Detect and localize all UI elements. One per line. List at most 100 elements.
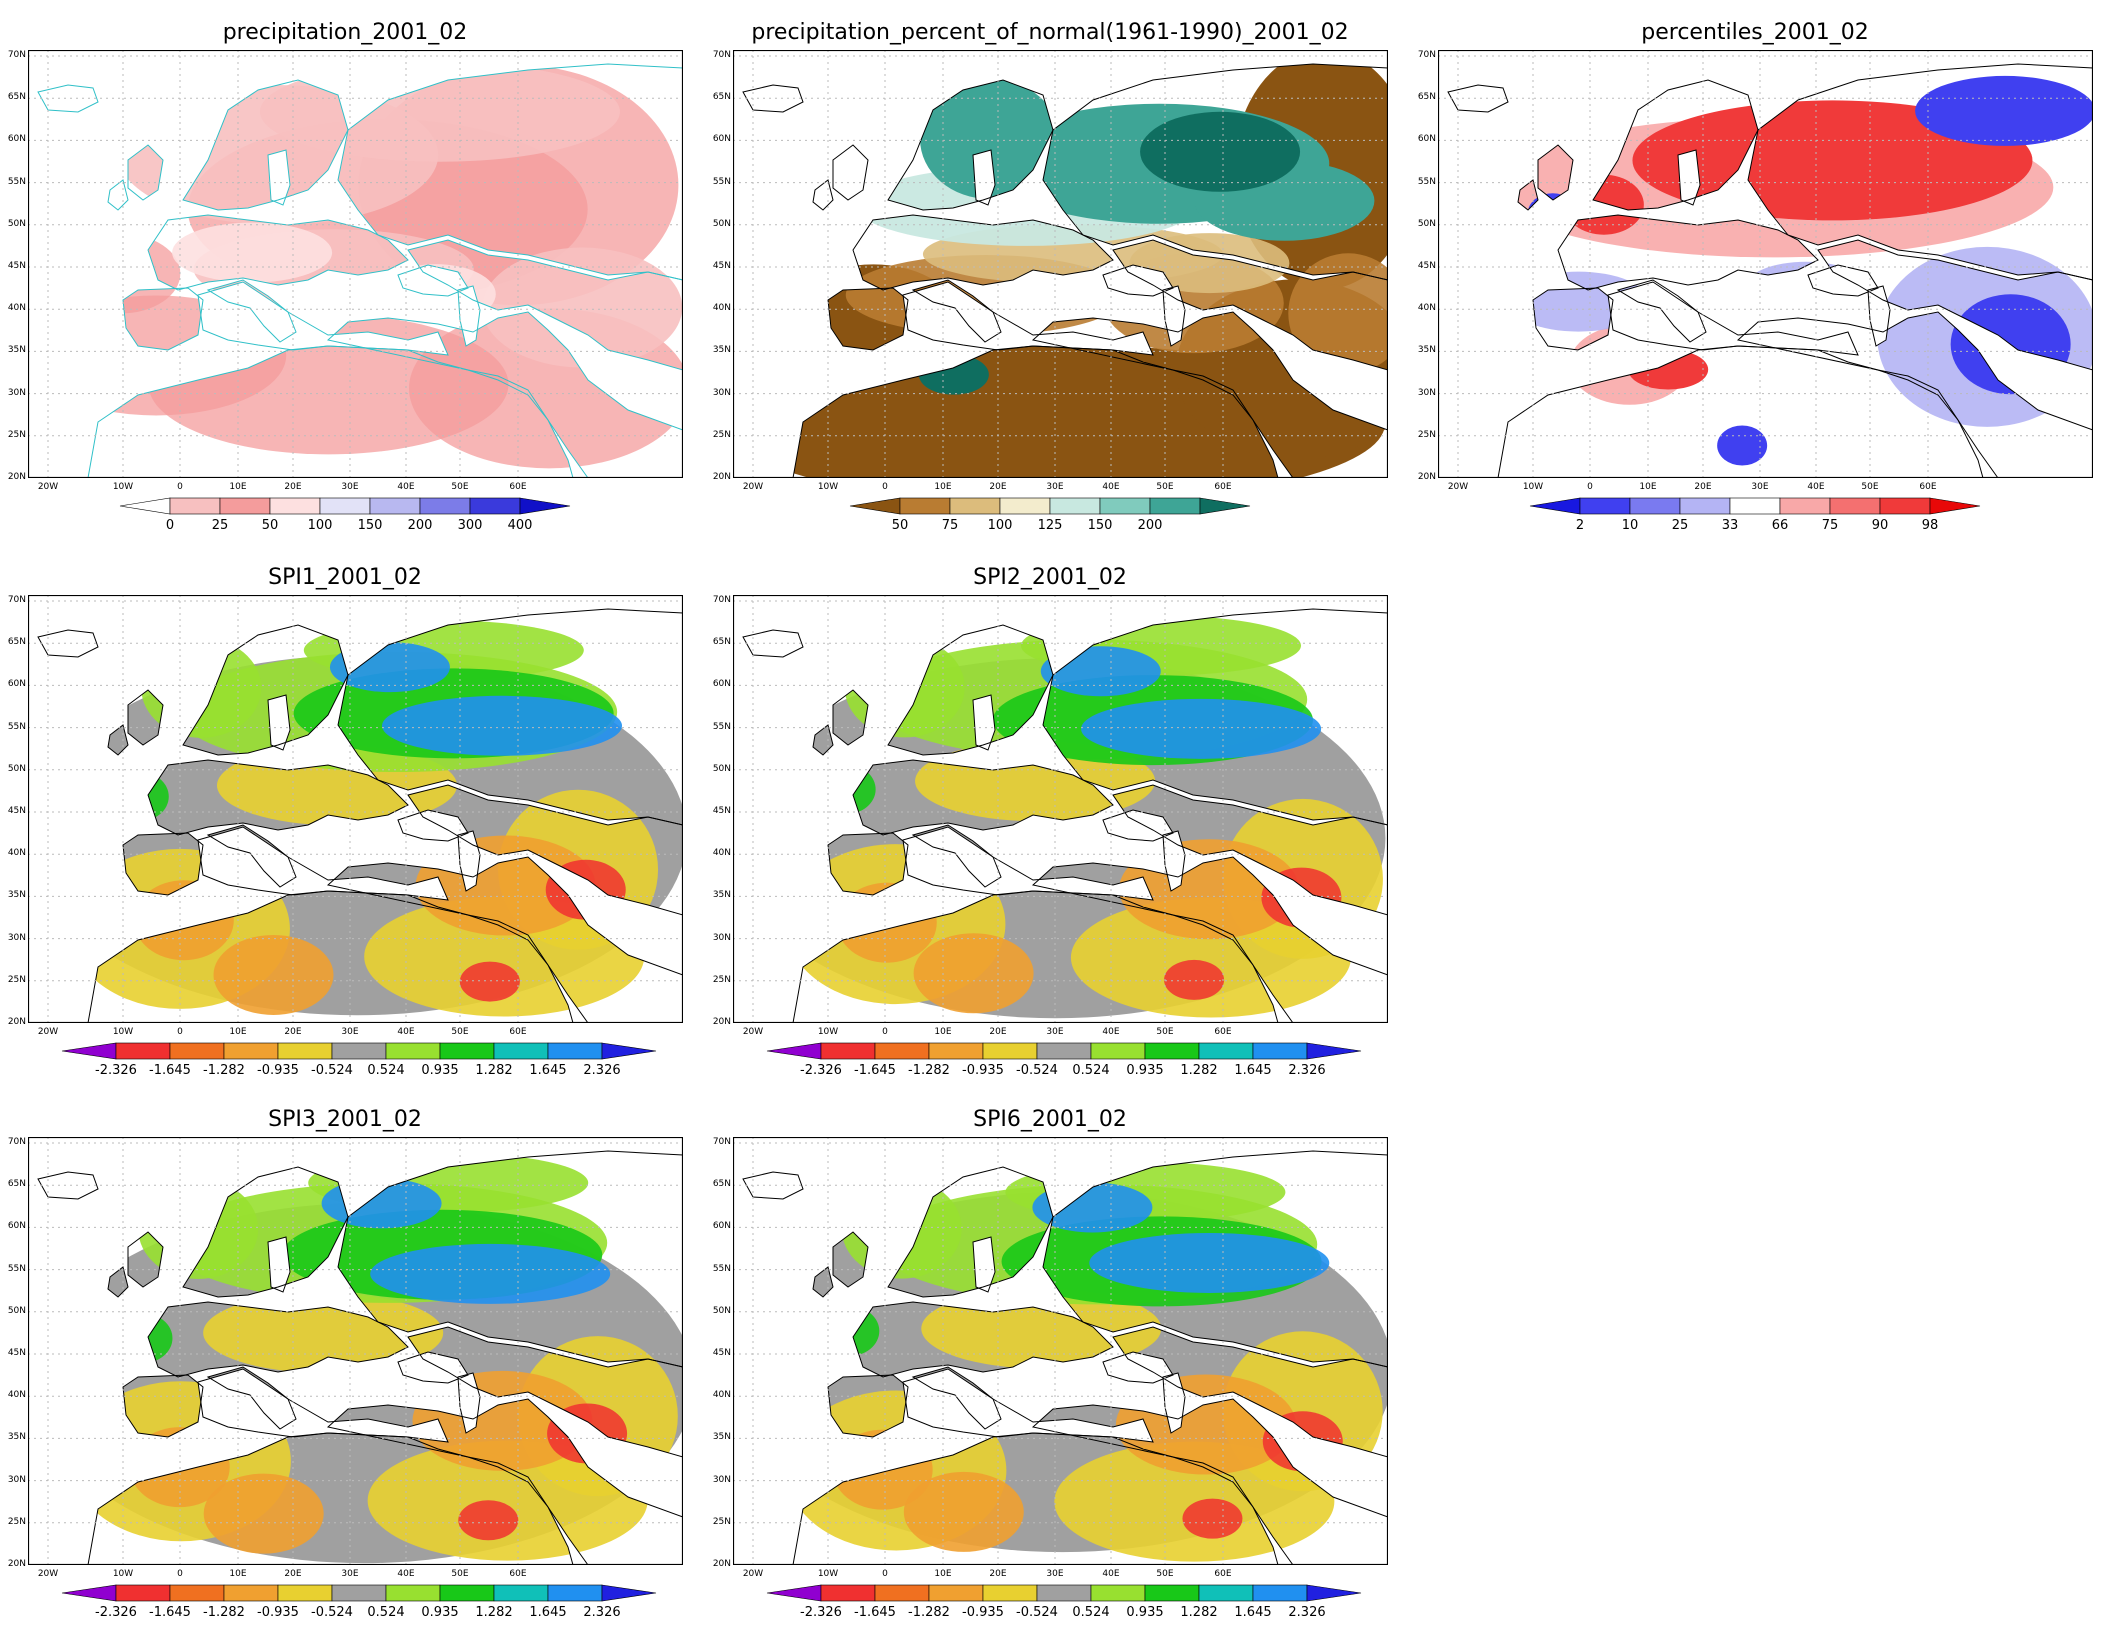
colorbar-swatch [223,1584,279,1602]
colorbar-swatch [439,1584,495,1602]
latitude-tick-label: 60N [7,679,26,690]
longitude-tick-label: 0 [177,482,183,492]
colorbar-swatch [61,1584,117,1602]
latitude-tick-label: 65N [7,1179,26,1190]
colorbar-swatch [1099,497,1151,515]
longitude-tick-label: 0 [882,482,888,492]
longitude-tick-label: 50E [1156,1569,1174,1579]
colorbar-swatch [119,497,171,515]
colorbar-label: 1.645 [1234,1063,1272,1078]
latitude-tick-label: 40N [7,1390,26,1401]
latitude-tick-label: 30N [712,1474,731,1485]
latitude-tick-label: 70N [7,50,26,60]
colorbar-swatch [369,497,421,515]
map-svg [1438,50,2093,478]
latitude-tick-label: 60N [712,679,731,690]
latitude-tick-label: 65N [7,92,26,103]
colorbar-label: -0.524 [1016,1605,1058,1620]
map-area [1438,50,2093,478]
colorbar: -2.326 -1.645 -1.282 -0.935 -0.524 0.524 0.935… [705,1041,1395,1085]
colorbar-swatch [1199,497,1251,515]
panel-percentiles: percentiles_2001_02 70N 65N 60N 55N 50N 45N 40N… [1410,20,2100,540]
map-svg [733,1137,1388,1565]
latitude-tick-label: 60N [1417,134,1436,145]
colorbar-label: -1.645 [854,1063,896,1078]
latitude-tick-label: 25N [7,1516,26,1527]
colorbar-label: 0.524 [1072,1063,1110,1078]
colorbar-swatch [601,1584,657,1602]
colorbar-swatch [547,1042,603,1060]
colorbar-swatch [1144,1042,1200,1060]
longitude-tick-label: 30E [1046,482,1064,492]
colorbar-swatch [820,1042,876,1060]
map-svg [28,595,683,1023]
latitude-tick-label: 55N [712,1263,731,1274]
longitude-tick-label: 10W [817,1569,839,1579]
colorbar-label: 1.282 [1180,1063,1218,1078]
colorbar-swatch [1149,497,1201,515]
colorbar-swatch [469,497,521,515]
latitude-tick-label: 20N [7,1559,26,1569]
latitude-tick-label: 40N [7,303,26,314]
colorbar-label: 2.326 [583,1605,621,1620]
map-area [28,1137,683,1565]
latitude-tick-label: 30N [1417,387,1436,398]
latitude-tick-label: 45N [7,806,26,816]
colorbar-swatch [1929,497,1981,515]
colorbar: -2.326 -1.645 -1.282 -0.935 -0.524 0.524 0.935… [0,1583,690,1627]
colorbar-label: 1.282 [475,1063,513,1078]
colorbar-swatch [493,1584,549,1602]
longitude-tick-label: 20W [742,1027,764,1037]
colorbar-label: 1.645 [1234,1605,1272,1620]
colorbar-label: -0.524 [311,1063,353,1078]
latitude-tick-label: 25N [1417,429,1436,440]
latitude-tick-label: 50N [1417,218,1436,229]
colorbar-swatch [1144,1584,1200,1602]
map-svg [733,50,1388,478]
latitude-tick-label: 40N [712,1390,731,1401]
latitude-tick-label: 55N [712,176,731,187]
longitude-tick-label: 50E [1861,482,1879,492]
latitude-tick-label: 60N [7,134,26,145]
latitude-tick-label: 35N [7,1432,26,1443]
longitude-tick-label: 20W [37,482,59,492]
colorbar-swatch [1036,1584,1092,1602]
longitude-tick-label: 20E [989,1027,1007,1037]
colorbar-swatch [1306,1042,1362,1060]
colorbar-label: 150 [357,518,383,533]
latitude-tick-label: 70N [1417,50,1436,60]
colorbar-label: 1.645 [529,1063,567,1078]
latitude-tick-label: 55N [712,721,731,732]
colorbar-label: -1.645 [149,1063,191,1078]
colorbar-label: -2.326 [95,1605,137,1620]
latitude-tick-label: 65N [1417,92,1436,103]
colorbar-swatch [385,1584,441,1602]
colorbar-label: 0.524 [1072,1605,1110,1620]
panel-title: percentiles_2001_02 [1641,20,1869,45]
longitude-tick-label: 50E [451,1027,469,1037]
panel-title: SPI3_2001_02 [268,1107,422,1132]
colorbar: 50 75 100 125 150 200 [705,496,1395,540]
colorbar-label: 90 [1871,518,1889,533]
latitude-tick-label: 50N [712,1305,731,1316]
longitude-tick-label: 20E [284,1569,302,1579]
longitude-tick-label: 10E [934,1569,952,1579]
colorbar-label: -1.645 [149,1605,191,1620]
colorbar-swatch [331,1042,387,1060]
longitude-tick-label: 10W [112,1027,134,1037]
colorbar-swatch [115,1042,171,1060]
latitude-tick-label: 30N [712,387,731,398]
latitude-tick-label: 50N [7,1305,26,1316]
colorbar-label: -2.326 [800,1063,842,1078]
latitude-tick-label: 50N [7,218,26,229]
longitude-tick-label: 20W [742,1569,764,1579]
longitude-tick-label: 0 [882,1569,888,1579]
longitude-tick-label: 40E [397,1569,415,1579]
colorbar: -2.326 -1.645 -1.282 -0.935 -0.524 0.524 0.935… [0,1041,690,1085]
longitude-tick-label: 20W [37,1569,59,1579]
longitude-tick-label: 10W [817,482,839,492]
colorbar-label: 98 [1921,518,1939,533]
panel-title: precipitation_percent_of_normal(1961-199… [751,20,1349,45]
longitude-tick-label: 60E [1919,482,1937,492]
colorbar-label: 200 [1137,518,1163,533]
